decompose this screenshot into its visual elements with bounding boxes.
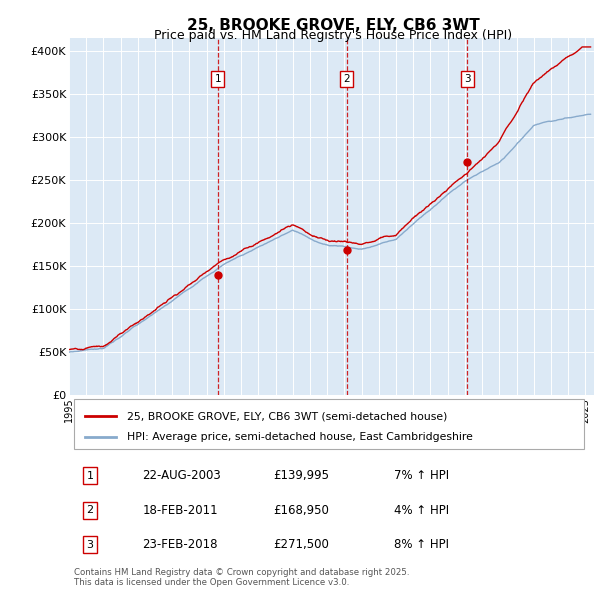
Text: Price paid vs. HM Land Registry's House Price Index (HPI): Price paid vs. HM Land Registry's House … xyxy=(154,30,512,42)
Text: 8% ↑ HPI: 8% ↑ HPI xyxy=(395,538,449,551)
Text: 7% ↑ HPI: 7% ↑ HPI xyxy=(395,469,449,482)
Text: 2: 2 xyxy=(343,74,350,84)
Text: 25, BROOKE GROVE, ELY, CB6 3WT (semi-detached house): 25, BROOKE GROVE, ELY, CB6 3WT (semi-det… xyxy=(127,411,447,421)
Text: 1: 1 xyxy=(214,74,221,84)
Text: 23-FEB-2018: 23-FEB-2018 xyxy=(143,538,218,551)
Text: 3: 3 xyxy=(464,74,471,84)
Text: 4% ↑ HPI: 4% ↑ HPI xyxy=(395,504,449,517)
Text: £139,995: £139,995 xyxy=(274,469,330,482)
Text: Contains HM Land Registry data © Crown copyright and database right 2025.
This d: Contains HM Land Registry data © Crown c… xyxy=(74,568,410,587)
Text: 1: 1 xyxy=(86,471,94,481)
Text: 18-FEB-2011: 18-FEB-2011 xyxy=(143,504,218,517)
FancyBboxPatch shape xyxy=(74,399,583,449)
Text: £168,950: £168,950 xyxy=(274,504,329,517)
Text: HPI: Average price, semi-detached house, East Cambridgeshire: HPI: Average price, semi-detached house,… xyxy=(127,432,473,442)
Text: 25, BROOKE GROVE, ELY, CB6 3WT: 25, BROOKE GROVE, ELY, CB6 3WT xyxy=(187,18,479,32)
Text: 2: 2 xyxy=(86,505,94,515)
Text: £271,500: £271,500 xyxy=(274,538,329,551)
Text: 22-AUG-2003: 22-AUG-2003 xyxy=(143,469,221,482)
Text: 3: 3 xyxy=(86,540,94,550)
